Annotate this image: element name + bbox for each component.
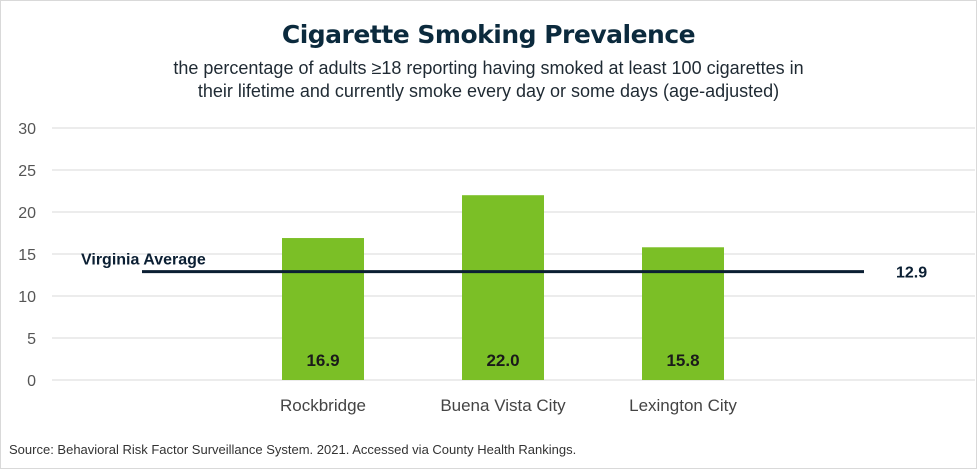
bars — [282, 195, 724, 380]
reference-line-value: 12.9 — [896, 265, 927, 282]
y-tick-label: 0 — [27, 373, 36, 390]
x-category-label: Buena Vista City — [440, 396, 566, 415]
x-category-label: Rockbridge — [280, 396, 366, 415]
bar-value-label: 15.8 — [666, 351, 699, 370]
y-tick-label: 30 — [18, 121, 36, 138]
bar-value-label: 16.9 — [306, 351, 339, 370]
y-axis-ticks: 0 5 10 15 20 25 30 — [18, 121, 36, 390]
chart-subtitle-line-1: the percentage of adults ≥18 reporting h… — [173, 58, 804, 78]
reference-line-label: Virginia Average — [81, 252, 206, 269]
y-tick-label: 25 — [18, 163, 36, 180]
y-tick-label: 15 — [18, 247, 36, 264]
chart-title: Cigarette Smoking Prevalence — [281, 20, 696, 49]
bar-buena-vista-city — [462, 195, 544, 380]
bar-value-labels: 16.9 22.0 15.8 — [306, 351, 699, 370]
bar-value-label: 22.0 — [486, 351, 519, 370]
y-tick-label: 20 — [18, 205, 36, 222]
x-axis-categories: Rockbridge Buena Vista City Lexington City — [280, 396, 737, 415]
y-tick-label: 5 — [27, 331, 36, 348]
bar-rockbridge — [282, 238, 364, 380]
chart-subtitle-line-2: their lifetime and currently smoke every… — [197, 81, 780, 101]
y-tick-label: 10 — [18, 289, 36, 306]
bar-lexington-city — [642, 247, 724, 380]
source-note: Source: Behavioral Risk Factor Surveilla… — [9, 442, 577, 457]
x-category-label: Lexington City — [629, 396, 737, 415]
reference-line-group: Virginia Average 12.9 — [81, 252, 927, 282]
